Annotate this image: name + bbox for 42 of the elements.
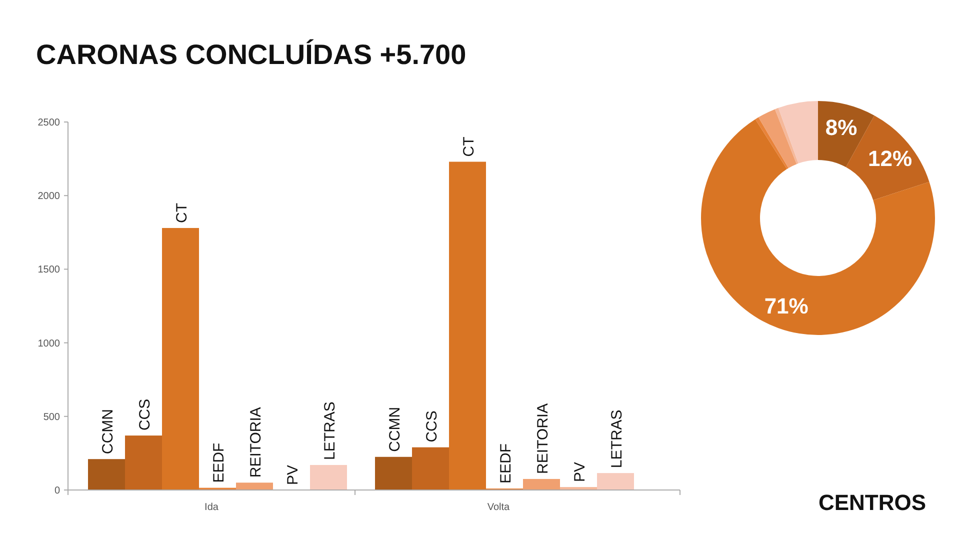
bar bbox=[88, 459, 125, 490]
text: CT bbox=[174, 202, 190, 223]
text: CCS bbox=[424, 410, 440, 442]
text: CCMN bbox=[386, 406, 404, 452]
text: PV bbox=[572, 462, 588, 482]
bar bbox=[125, 436, 162, 490]
text: CT bbox=[460, 136, 478, 157]
text: REITORIA bbox=[534, 403, 552, 474]
data-label: 12% bbox=[868, 146, 912, 172]
chart-title: CARONAS CONCLUÍDAS +5.700 bbox=[36, 39, 466, 70]
text: CCMN bbox=[100, 409, 116, 454]
data-label: 8% bbox=[825, 115, 858, 140]
bar bbox=[523, 478, 560, 490]
text: PV bbox=[284, 464, 302, 485]
bar bbox=[597, 473, 634, 490]
y-tick-label: 0 bbox=[54, 486, 60, 496]
donut-slice bbox=[701, 119, 935, 335]
x-tick-label: Volta bbox=[487, 502, 510, 513]
donut-slice bbox=[778, 101, 818, 164]
y-tick-label: 1000 bbox=[38, 338, 60, 350]
y-tick-label: 500 bbox=[43, 412, 60, 423]
donut-slice bbox=[755, 117, 788, 170]
text: CCS bbox=[136, 398, 154, 431]
y-tick-label: 2000 bbox=[38, 191, 60, 202]
bar bbox=[162, 228, 199, 490]
y-tick-label: 1500 bbox=[38, 264, 60, 276]
text: CENTROS bbox=[818, 490, 926, 515]
bar bbox=[375, 456, 412, 490]
text: LETRAS bbox=[322, 402, 338, 460]
text: REITORIA bbox=[248, 407, 264, 478]
donut-slice bbox=[774, 108, 798, 164]
text: LETRAS bbox=[608, 410, 626, 468]
y-tick-label: 2500 bbox=[38, 118, 60, 128]
text: EEDF bbox=[210, 442, 228, 483]
bar bbox=[449, 162, 486, 490]
bar bbox=[412, 447, 449, 490]
text: EEDF bbox=[498, 444, 514, 484]
x-tick-label: Ida bbox=[204, 502, 219, 513]
bar bbox=[310, 464, 347, 490]
donut-slice bbox=[758, 109, 797, 168]
bar bbox=[236, 482, 273, 490]
data-label: 71% bbox=[764, 294, 808, 319]
